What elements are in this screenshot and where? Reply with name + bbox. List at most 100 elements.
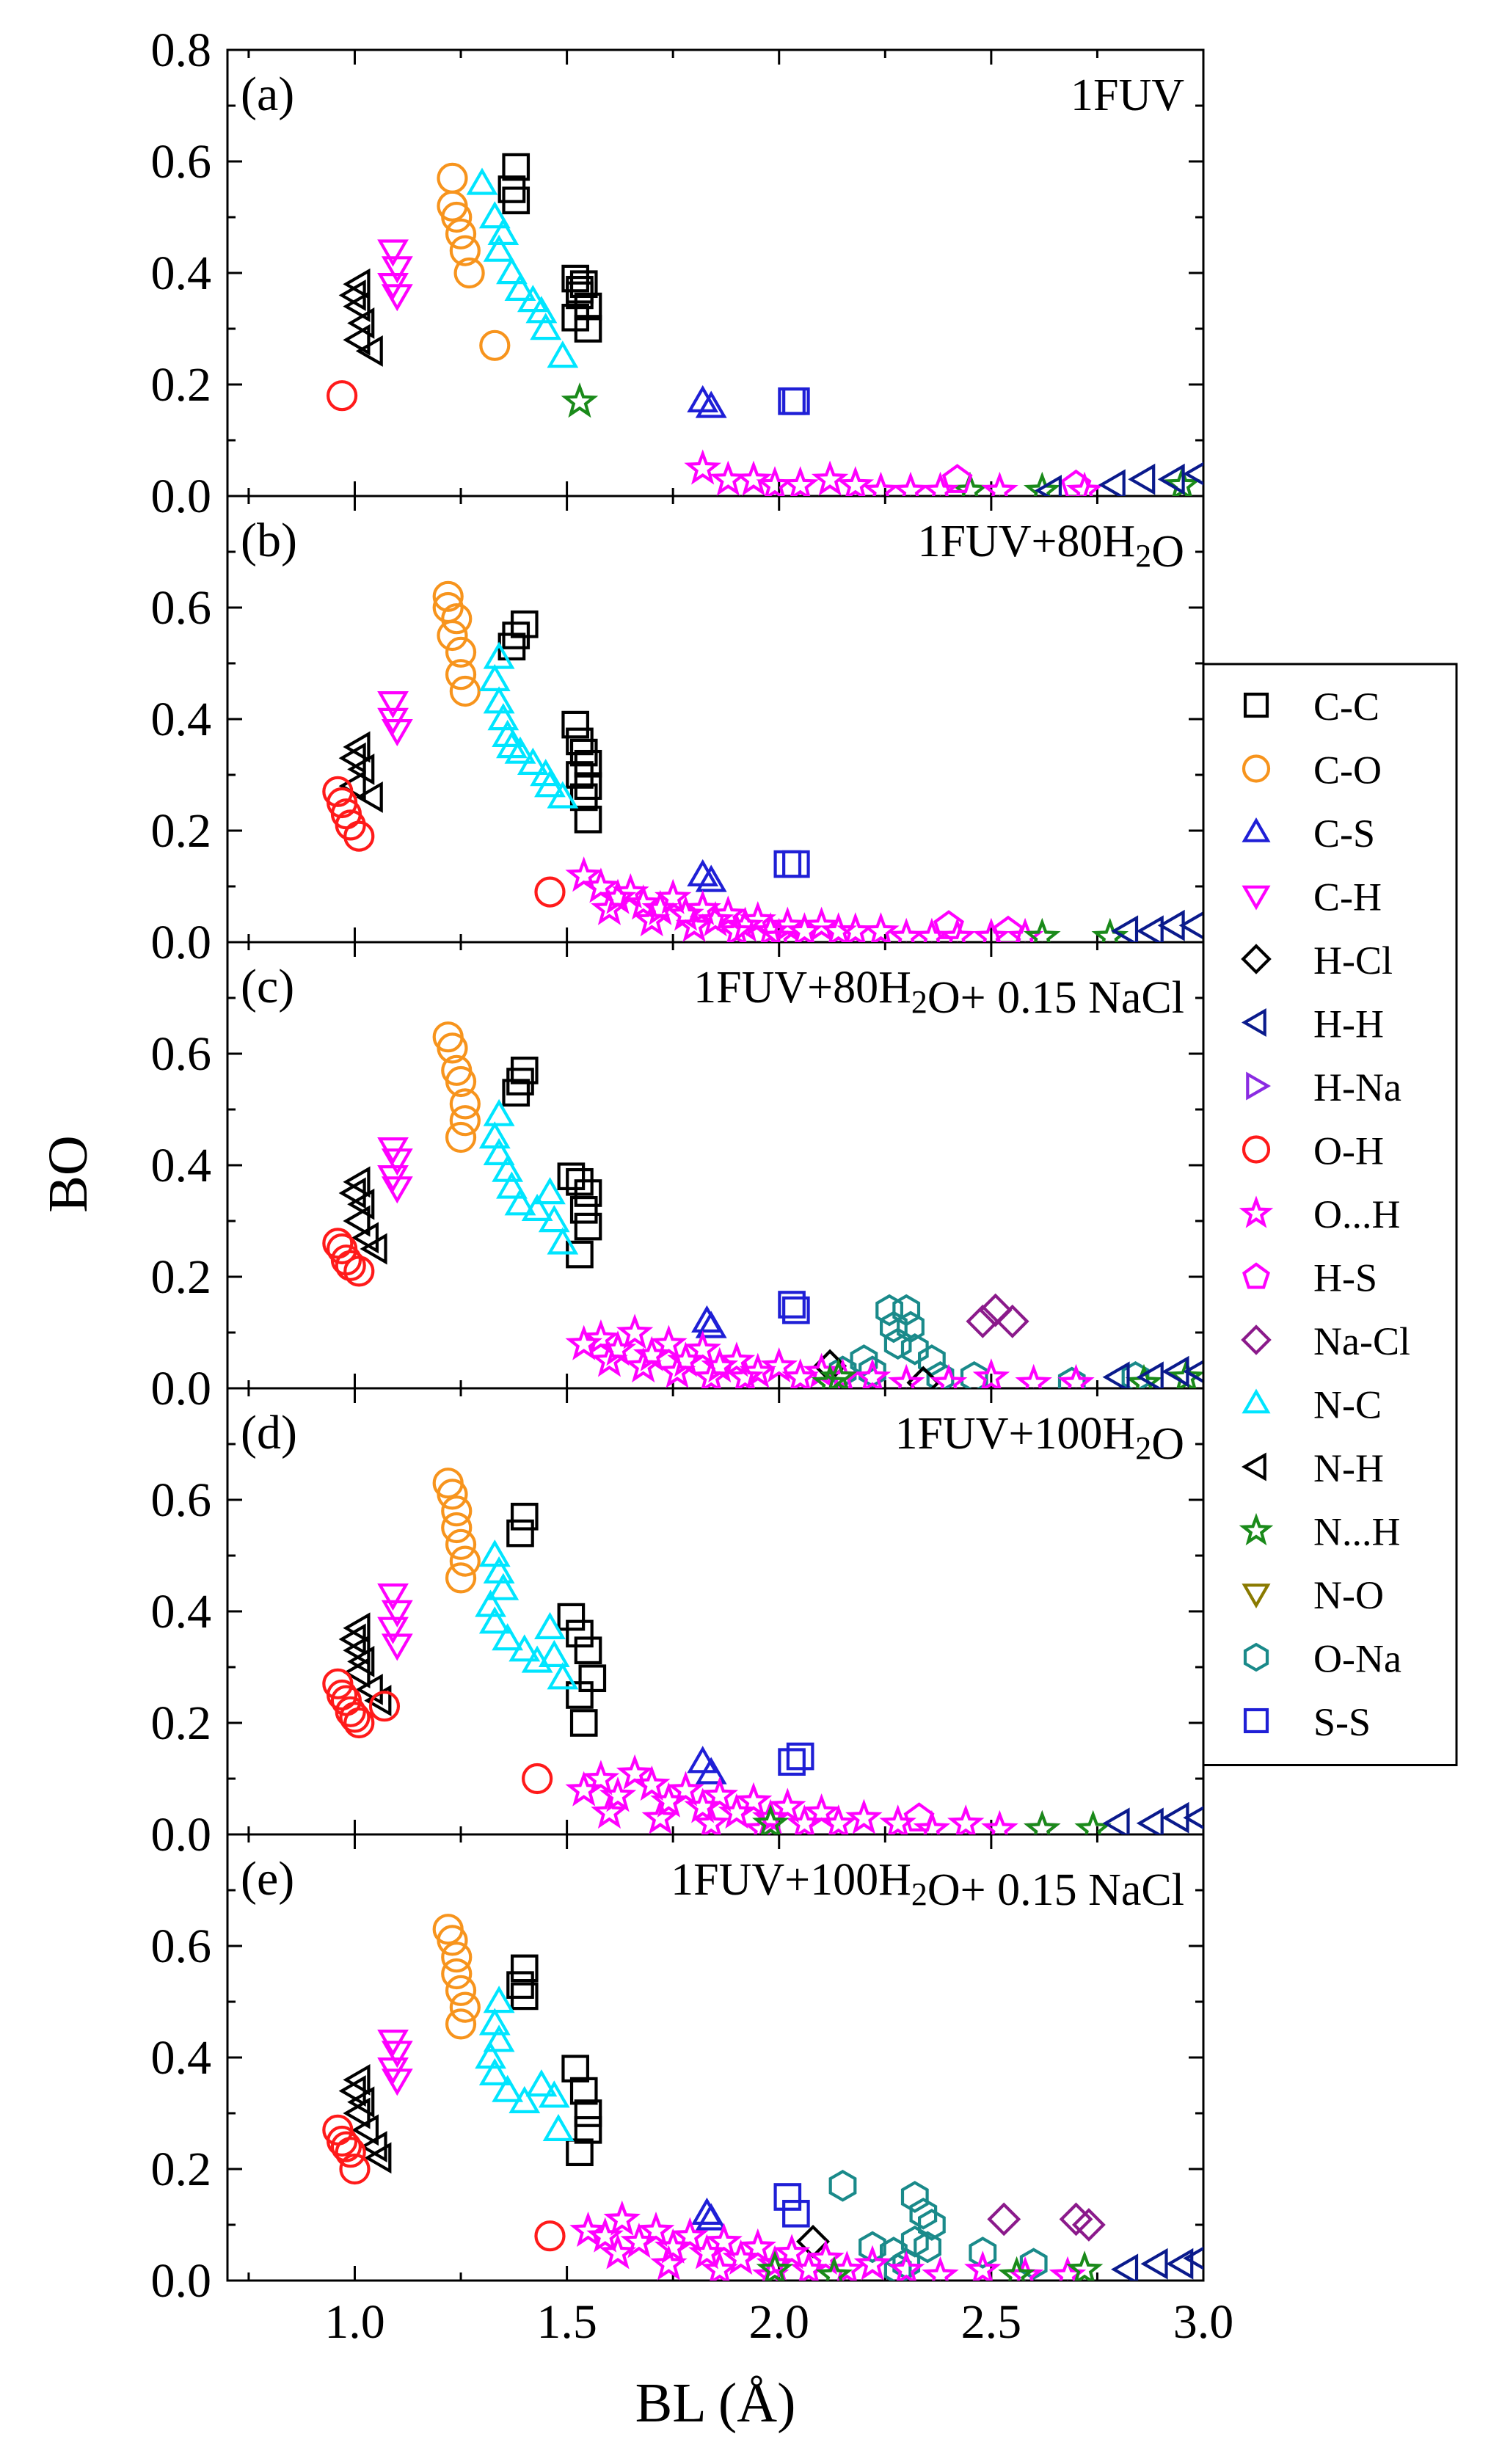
panel-5-point-o-na xyxy=(917,2209,946,2241)
panel-4-title: 1FUV+100H2O xyxy=(894,1409,1184,1469)
panel-1-point-o-hb-h xyxy=(922,471,959,496)
panel-1-ytick-label: 0.8 xyxy=(151,23,212,77)
panel-2-point-n-h xyxy=(343,731,371,763)
legend-marker-h-s xyxy=(1242,1262,1270,1289)
panel-5-title: 1FUV+100H2O+ 0.15 NaCl xyxy=(671,1855,1184,1915)
legend-label-c-s: C-S xyxy=(1313,812,1375,856)
panel-4-point-o-hb-h xyxy=(701,1776,739,1812)
legend-label-h-h: H-H xyxy=(1313,1002,1384,1046)
panel-4-point-c-h xyxy=(381,1633,413,1661)
panel-5-point-h-h xyxy=(1111,2253,1139,2281)
legend-marker-n-o xyxy=(1242,1583,1271,1608)
panel-5-point-o-hb-h xyxy=(853,2245,892,2281)
panel-3-point-c-o xyxy=(445,1065,477,1098)
panel-5-point-o-hb-h xyxy=(599,2234,637,2270)
panel-5-point-c-c xyxy=(566,2138,594,2167)
panel-2-point-o-hb-h xyxy=(803,906,840,942)
panel-5-point-o-hb-h xyxy=(887,2250,925,2281)
panel-2-ytick-label: 0.6 xyxy=(151,581,212,635)
panel-5-point-n-c xyxy=(483,1986,515,2013)
panel-2-point-h-h xyxy=(1136,915,1164,942)
panel-3-point-o-hb-h xyxy=(930,1363,968,1388)
panel-5-point-n-hb-h xyxy=(756,2250,794,2281)
panel-3-point-n-c xyxy=(538,1205,570,1233)
panel-5-point-n-c xyxy=(538,2080,570,2108)
panel-4-point-n-h xyxy=(343,1657,371,1689)
panel-4-point-n-hb-h xyxy=(1074,1809,1112,1834)
panel-5-point-n-c xyxy=(542,2113,575,2141)
panel-2-point-o-h xyxy=(534,876,566,908)
panel-4-point-n-c xyxy=(538,1639,570,1667)
panel-5-point-o-hb-h xyxy=(964,2250,1002,2281)
panel-1-point-o-h xyxy=(327,380,358,412)
legend-label-c-h: C-H xyxy=(1313,875,1382,919)
panel-1-point-s-s xyxy=(782,387,810,415)
panel-3-point-o-na xyxy=(875,1294,904,1327)
panel-3-point-c-h xyxy=(381,1148,413,1176)
panel-4-point-o-hb-h xyxy=(667,1771,704,1807)
panel-5-point-n-c xyxy=(475,2041,506,2069)
legend-label-n-o: N-O xyxy=(1313,1573,1384,1617)
panel-2-point-n-c xyxy=(504,736,536,764)
panel-2-point-c-c xyxy=(574,805,602,834)
panel-4-point-c-c xyxy=(569,1709,598,1737)
panel-2-point-h-h xyxy=(1178,911,1203,940)
panel-2-point-n-c xyxy=(547,781,579,809)
panel-2-point-o-hb-h xyxy=(938,917,976,942)
panel-4-point-s-s xyxy=(786,1742,814,1771)
panel-4-point-n-c xyxy=(547,1662,579,1690)
panel-2-ytick-label: 0.4 xyxy=(151,693,212,746)
panel-4-point-o-hb-h xyxy=(641,1798,679,1834)
panel-4-point-o-hb-h xyxy=(582,1760,620,1796)
panel-3-point-h-h xyxy=(1183,1360,1203,1384)
panel-5-point-c-c xyxy=(561,2055,589,2083)
panel-5-point-c-o xyxy=(445,1975,477,2006)
panel-3-point-o-hb-h xyxy=(616,1313,654,1349)
panel-4-point-n-c xyxy=(534,1611,566,1639)
legend-marker-o-h xyxy=(1242,1135,1271,1164)
panel-2-point-n-c xyxy=(492,719,524,748)
panel-4-point-o-h xyxy=(339,1702,371,1733)
legend-marker-h-cl xyxy=(1241,944,1272,974)
panel-3-point-o-h xyxy=(343,1255,375,1287)
panel-5-point-n-c xyxy=(483,2024,515,2052)
panel-2-ytick-label: 0.0 xyxy=(151,916,212,969)
panel-5-point-n-h xyxy=(347,2086,375,2118)
text-labels: 0.0 0.2 0.4 0.6 0.8 (a) 1FUV 0.0 0.2 0.4 0.6 (b) 1FU… xyxy=(151,23,1234,2349)
panel-5-point-o-na xyxy=(858,2231,886,2264)
panel-3-point-n-h xyxy=(338,1177,366,1209)
panel-4-ytick-label: 0.6 xyxy=(151,1473,212,1527)
panel-2-point-n-h xyxy=(338,742,366,774)
panel-5-point-s-s xyxy=(773,2183,802,2211)
panel-5-point-o-h xyxy=(339,2153,371,2185)
panel-2-point-c-o xyxy=(441,603,473,635)
panel-5-ytick-label: 0.4 xyxy=(151,2031,212,2085)
panel-2-point-c-o xyxy=(445,659,477,690)
panel-5-point-h-h xyxy=(1166,2248,1194,2280)
panel-3-point-c-c xyxy=(569,1195,598,1224)
panel-1-point-o-hb-h xyxy=(892,471,930,496)
panel-1-point-n-c xyxy=(483,234,515,262)
panel-4-point-c-c xyxy=(566,1681,594,1709)
panel-1-point-n-c xyxy=(530,313,562,340)
panel-4-point-n-hb-h xyxy=(751,1804,790,1834)
panel-4-point-o-hb-h xyxy=(632,1765,671,1801)
panel-4-point-c-h xyxy=(377,1616,409,1644)
panel-3-point-c-c xyxy=(574,1212,602,1241)
panel-5-point-n-h xyxy=(343,2097,371,2129)
panel-5-point-c-o xyxy=(445,2008,477,2040)
panel-3-point-o-hb-h xyxy=(972,1358,1010,1388)
panel-4-point-h-h xyxy=(1136,1807,1164,1834)
panel-1-point-n-c xyxy=(478,201,511,229)
panel-3-point-o-na xyxy=(926,1360,955,1388)
panel-5-point-o-na xyxy=(900,2181,929,2213)
panel-1-point-o-hb-h xyxy=(981,471,1018,496)
panel-5-marks xyxy=(322,1914,1203,2281)
legend-label-h-s: H-S xyxy=(1313,1256,1377,1300)
panel-4-point-o-hb-h xyxy=(947,1804,985,1834)
panel-4-point-c-o xyxy=(441,1495,473,1527)
panel-3-point-o-h xyxy=(335,1250,366,1281)
panel-4-point-n-h xyxy=(347,1645,375,1677)
panel-5-point-o-hb-h xyxy=(650,2245,688,2281)
panel-2-marks xyxy=(322,580,1203,942)
